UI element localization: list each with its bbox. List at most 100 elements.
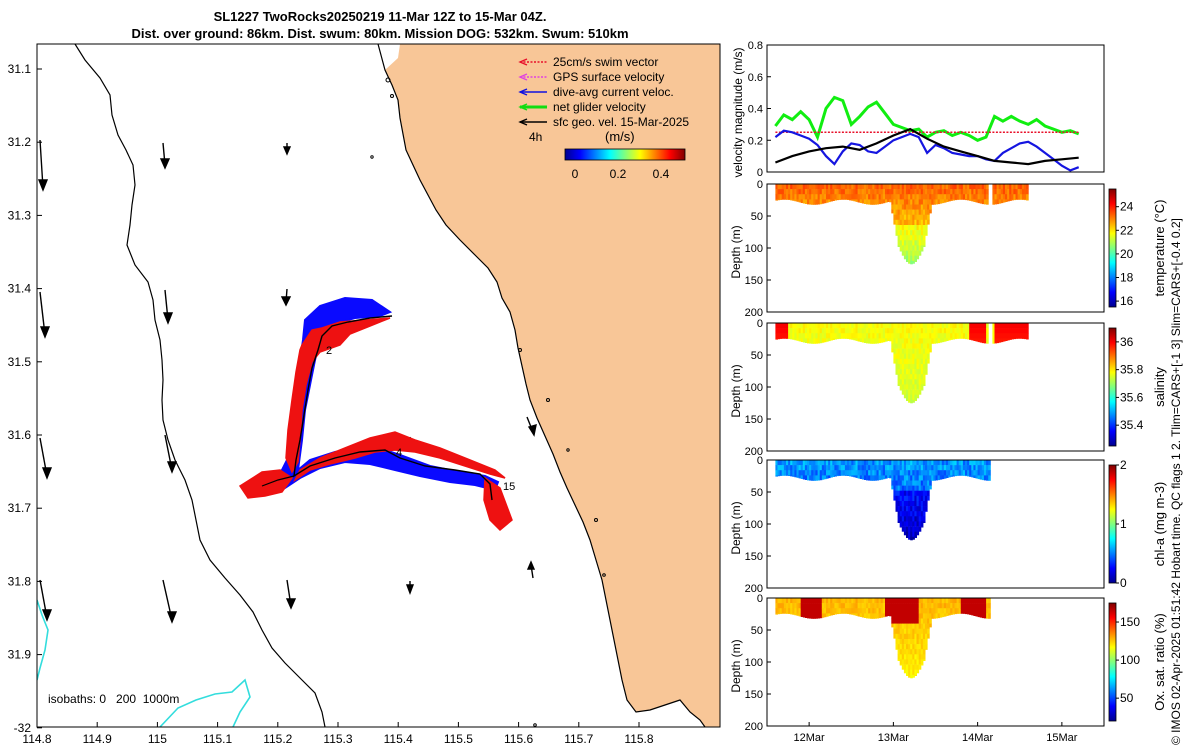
section-cell xyxy=(937,323,941,329)
section-cell xyxy=(908,506,911,512)
section-cell xyxy=(872,470,875,476)
section-cell xyxy=(910,536,913,541)
section-cell xyxy=(889,184,892,190)
section-cell xyxy=(786,608,789,614)
section-cell xyxy=(809,460,812,466)
section-cell xyxy=(1000,323,1004,329)
section-cell xyxy=(779,184,783,190)
section-cell xyxy=(853,608,856,614)
section-cell xyxy=(840,608,844,614)
depth-tick-label: 0 xyxy=(757,179,763,191)
section-cell xyxy=(823,333,827,339)
section-cell xyxy=(912,480,915,486)
section-cell xyxy=(962,328,966,334)
section-cell xyxy=(889,613,892,617)
section-cell xyxy=(887,475,890,478)
section-cell xyxy=(914,250,917,256)
section-cell xyxy=(895,603,899,609)
section-cell xyxy=(927,633,930,639)
section-cell xyxy=(941,465,945,471)
section-cell xyxy=(918,353,922,360)
section-cell xyxy=(811,199,814,205)
section-cell xyxy=(927,465,930,471)
colorbar-tick-label: 22 xyxy=(1120,223,1134,237)
section-cell xyxy=(836,199,840,201)
section-cell xyxy=(916,465,920,471)
section-cell xyxy=(981,194,985,200)
section-cell xyxy=(912,644,915,650)
section-cell xyxy=(986,598,989,604)
section-cell xyxy=(826,460,829,466)
section-cell xyxy=(895,230,899,236)
section-cell xyxy=(783,470,787,476)
section-cell xyxy=(906,184,909,190)
section-cell xyxy=(866,603,869,609)
section-cell xyxy=(844,465,848,471)
section-cell xyxy=(962,460,966,466)
section-cell xyxy=(916,460,920,466)
section-cell xyxy=(796,470,800,476)
section-cell xyxy=(779,598,783,604)
section-cell xyxy=(815,333,818,339)
section-cell xyxy=(809,328,812,334)
section-cell xyxy=(1015,323,1019,329)
section-cell xyxy=(783,333,787,339)
section-cell xyxy=(925,460,928,466)
section-cell xyxy=(899,348,903,354)
section-cell xyxy=(863,460,867,466)
section-cell xyxy=(986,328,989,334)
section-cell xyxy=(908,674,911,678)
section-cell xyxy=(954,199,958,201)
section-cell xyxy=(794,470,797,476)
section-cell xyxy=(910,674,913,679)
section-cell xyxy=(880,470,884,476)
section-cell xyxy=(897,623,901,629)
section-cell xyxy=(849,598,852,604)
section-cell xyxy=(1026,194,1029,200)
section-cell xyxy=(971,460,974,466)
section-cell xyxy=(821,333,825,339)
section-cell xyxy=(804,603,808,609)
section-cell xyxy=(868,475,871,481)
section-cell xyxy=(981,613,985,619)
section-cell xyxy=(925,485,928,491)
section-cell xyxy=(948,323,951,329)
section-cell xyxy=(901,598,905,604)
map-y-tick-label: 31.1 xyxy=(8,62,32,76)
section-cell xyxy=(870,323,873,329)
section-cell xyxy=(863,608,867,614)
section-cell xyxy=(954,613,958,615)
section-cell xyxy=(899,225,903,231)
section-cell xyxy=(893,209,896,215)
section-cell xyxy=(899,240,903,246)
section-cell xyxy=(969,613,972,615)
section-cell xyxy=(870,194,873,200)
section-cell xyxy=(933,184,936,190)
colorbar-tick-label: 35.8 xyxy=(1120,363,1144,377)
section-cell xyxy=(847,323,850,329)
section-cells xyxy=(775,460,991,541)
section-cell xyxy=(903,333,907,339)
section-cell xyxy=(851,475,854,477)
section-cell xyxy=(950,338,953,340)
section-cell xyxy=(796,598,800,604)
section-cell xyxy=(941,603,945,609)
section-cell xyxy=(783,184,787,190)
section-cell xyxy=(847,613,850,614)
section-cell xyxy=(887,460,890,466)
section-cell xyxy=(929,475,932,481)
section-cell xyxy=(882,323,886,329)
section-cell xyxy=(922,194,926,200)
section-cell xyxy=(874,189,877,195)
section-cell xyxy=(853,323,856,329)
section-cell xyxy=(866,184,869,190)
section-cell xyxy=(922,613,926,619)
section-cell xyxy=(937,598,941,604)
section-cell xyxy=(786,598,789,604)
section-cell xyxy=(908,639,911,645)
section-cell xyxy=(908,470,911,476)
section-cell xyxy=(897,501,901,507)
section-cell xyxy=(962,333,966,339)
section-cell xyxy=(937,613,941,619)
section-cell xyxy=(844,470,848,476)
